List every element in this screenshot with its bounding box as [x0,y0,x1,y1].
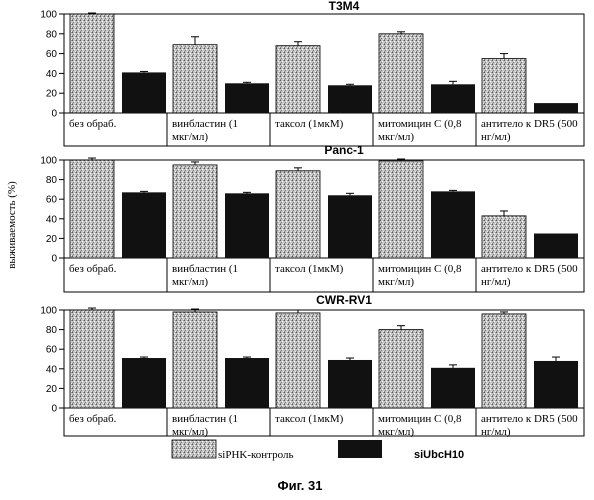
y-tick-label: 0 [51,109,57,120]
category-label: митомицин С (0,8мкг/мл) [378,118,462,143]
bar-control-2 [173,45,217,113]
bar-control-5 [482,314,526,408]
y-tick-label: 80 [46,175,58,186]
bar-control-3 [276,46,320,113]
y-tick-label: 0 [51,404,57,415]
category-label-line-2: мкг/мл) [172,131,208,143]
bar-sirna-2 [225,83,269,113]
bar-control-5 [482,59,526,113]
bar-control-4 [379,34,423,113]
category-label-line-1: антитело к DR5 (500 [481,263,578,275]
category-label: винбластин (1мкг/мл) [172,118,238,143]
category-label-line-1: митомицин С (0,8 [378,413,462,425]
legend: siPHK-контроль siUbcH10 [172,440,464,461]
bar-sirna-3 [328,85,372,113]
y-tick-label: 20 [46,89,58,100]
y-tick-label: 60 [46,195,58,206]
y-tick-label: 100 [40,156,57,167]
y-tick-label: 100 [40,10,57,21]
category-label: без обраб. [69,118,117,130]
category-label: антитело к DR5 (500нг/мл) [481,263,578,288]
bar-control-3 [276,313,320,408]
y-tick-label: 20 [46,384,58,395]
category-label-line-1: винбластин (1 [172,263,238,275]
bar-sirna-4 [431,191,475,258]
legend-label-control: siPHK-контроль [218,449,293,461]
y-tick-label: 80 [46,29,58,40]
legend-label-sirna: siUbcH10 [414,449,464,461]
y-tick-label: 40 [46,69,58,80]
bar-sirna-1 [122,72,166,113]
bar-sirna-1 [122,192,166,258]
category-label: винбластин (1мкг/мл) [172,263,238,288]
chart-panel-1: T3M4020406080100без обраб.винбластин (1м… [40,0,584,146]
panels: T3M4020406080100без обраб.винбластин (1м… [40,0,584,438]
chart-panel-2: Panc-1 0 20 40 60 80 100 без обраб. винбластин (… [40,143,584,292]
bar-sirna-5 [534,361,578,408]
panel-title: T3M4 [329,0,360,13]
y-tick-label: 100 [40,306,57,317]
bar-sirna-3 [328,195,372,258]
category-label: митомицин С (0,8мкг/мл) [378,263,462,288]
category-label: митомицин С (0,8мкг/мл) [378,413,462,438]
category-label-line-1: винбластин (1 [172,118,238,130]
bar-control-1 [70,160,114,258]
y-axis-label: выживаемость (%) [6,181,18,269]
category-label-line-1: винбластин (1 [172,413,238,425]
figure-caption: Фиг. 31 [278,478,323,493]
category-label-line-2: мкг/мл) [378,426,414,438]
panel-title: CWR-RV1 [316,293,372,307]
category-label-line-1: антитело к DR5 (500 [481,118,578,130]
category-label: таксол (1мкМ) [275,413,344,425]
bar-sirna-3 [328,360,372,408]
category-label-line-1: митомицин С (0,8 [378,118,462,130]
bar-control-4 [379,330,423,408]
bar-sirna-5 [534,103,578,113]
category-label-line-2: нг/мл) [481,131,511,143]
y-tick-label: 80 [46,325,58,336]
bar-control-4 [379,161,423,258]
bar-control-5 [482,216,526,258]
y-tick-label: 60 [46,345,58,356]
bar-control-1 [70,310,114,408]
bar-sirna-2 [225,358,269,408]
category-label-line-1: антитело к DR5 (500 [481,413,578,425]
y-tick-label: 60 [46,49,58,60]
bar-sirna-2 [225,193,269,258]
category-label-line-2: мкг/мл) [172,276,208,288]
category-label: таксол (1мкМ) [275,118,344,130]
bar-sirna-4 [431,368,475,408]
category-label-line-2: нг/мл) [481,426,511,438]
bar-control-3 [276,171,320,258]
legend-swatch-sirna [338,440,382,458]
category-label-line-2: мкг/мл) [378,276,414,288]
category-label: антитело к DR5 (500нг/мл) [481,118,578,143]
bar-control-2 [173,165,217,258]
category-label: без обраб. [69,413,117,425]
bar-sirna-5 [534,234,578,259]
y-tick-label: 20 [46,234,58,245]
legend-swatch-control [172,440,216,458]
bar-control-2 [173,312,217,408]
category-label-line-2: мкг/мл) [378,131,414,143]
category-label: антитело к DR5 (500нг/мл) [481,413,578,438]
y-tick-label: 40 [46,364,58,375]
bar-control-1 [70,14,114,113]
panel-title: Panc-1 [324,143,364,157]
category-label-line-1: митомицин С (0,8 [378,263,462,275]
y-tick-label: 0 [51,254,57,265]
category-label: таксол (1мкМ) [275,263,344,275]
bar-sirna-4 [431,84,475,113]
category-label: винбластин (1мкг/мл) [172,413,238,438]
category-label-line-2: мкг/мл) [172,426,208,438]
category-label: без обраб. [69,263,117,275]
bar-sirna-1 [122,358,166,408]
y-tick-label: 40 [46,214,58,225]
chart-panel-3: CWR-RV1 0 20 40 60 80 100 без обраб. винбластин … [40,293,584,438]
category-label-line-2: нг/мл) [481,276,511,288]
